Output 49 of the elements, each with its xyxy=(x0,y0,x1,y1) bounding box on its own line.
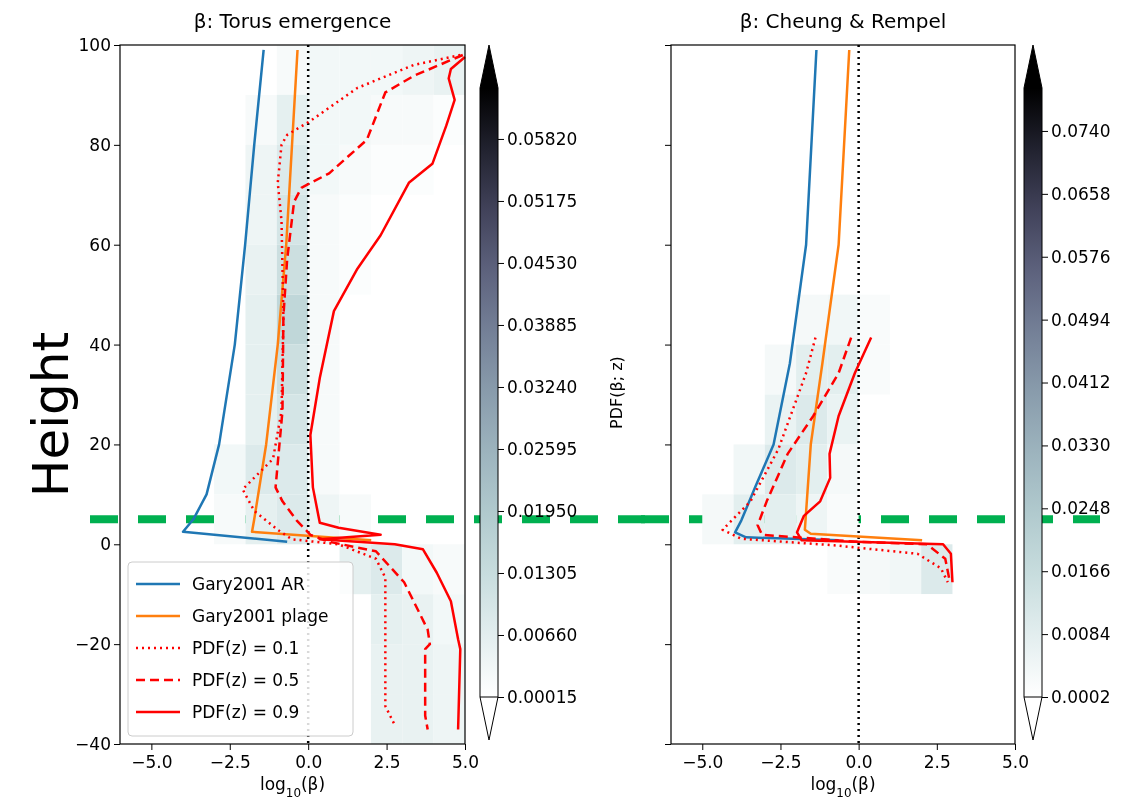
color-bar-label: 0.02595 xyxy=(507,438,578,459)
color-bar-label: 0.0248 xyxy=(1051,498,1111,519)
x-tick-label: 5.0 xyxy=(451,752,480,773)
x-tick-label: 5.0 xyxy=(1001,752,1030,773)
color-bar-label: 0.0002 xyxy=(1051,686,1111,707)
color-bar-label: 0.0166 xyxy=(1051,561,1111,582)
color-bar-label: 0.00015 xyxy=(507,686,578,707)
legend-label: Gary2001 plage xyxy=(192,606,329,626)
color-bar-label: 0.0658 xyxy=(1051,183,1111,204)
x-tick-label: −5.0 xyxy=(682,752,724,773)
x-tick-label: 2.5 xyxy=(923,752,951,773)
color-bar-label: 0.0084 xyxy=(1051,624,1111,645)
legend-label: PDF(z) = 0.1 xyxy=(192,638,300,658)
color-bar-label: 0.05175 xyxy=(507,190,578,211)
y-axis-title: Height xyxy=(22,331,80,498)
x-tick-label: −2.5 xyxy=(760,752,802,773)
color-bar-label: 0.0494 xyxy=(1051,309,1111,330)
y-tick-label: 0 xyxy=(100,534,111,555)
legend-label: PDF(z) = 0.5 xyxy=(192,670,300,690)
x-tick-label: 2.5 xyxy=(373,752,401,773)
color-bar-label: 0.01950 xyxy=(507,500,578,521)
color-bar-label: 0.00660 xyxy=(507,624,578,645)
y-tick-label: 20 xyxy=(89,434,111,455)
x-axis-title: log$_{10}$(β) xyxy=(259,774,326,797)
color-bar-label: 0.03240 xyxy=(507,376,578,397)
chart-title: β: Torus emergence xyxy=(193,9,392,33)
color-bar-label: 0.01305 xyxy=(507,562,578,583)
legend-label: PDF(z) = 0.9 xyxy=(192,702,300,722)
x-tick-label: 0.0 xyxy=(845,752,873,773)
y-tick-label: −40 xyxy=(75,733,111,754)
x-axis-title: log$_{10}$(β) xyxy=(810,774,876,797)
x-tick-label: −2.5 xyxy=(209,752,251,773)
color-bar-label: 0.0412 xyxy=(1051,372,1111,393)
y-tick-label: 100 xyxy=(78,34,111,55)
x-tick-label: −5.0 xyxy=(131,752,173,773)
y-tick-label: 80 xyxy=(89,134,111,155)
color-bar-label: 0.0330 xyxy=(1051,435,1111,456)
color-bar-label: 0.0740 xyxy=(1051,120,1111,141)
color-bar-label: 0.05820 xyxy=(507,128,578,149)
y-tick-label: 40 xyxy=(89,334,111,355)
color-bar-label: 0.04530 xyxy=(507,252,578,273)
color-bar-title: PDF(β; z) xyxy=(607,356,626,429)
color-bar-label: 0.03885 xyxy=(507,314,578,335)
legend-label: Gary2001 AR xyxy=(192,574,305,594)
x-tick-label: 0.0 xyxy=(295,752,323,773)
color-bar-label: 0.0576 xyxy=(1051,246,1111,267)
y-tick-label: 60 xyxy=(89,234,111,255)
y-tick-label: −20 xyxy=(75,634,111,655)
chart-title: β: Cheung & Rempel xyxy=(739,9,947,33)
